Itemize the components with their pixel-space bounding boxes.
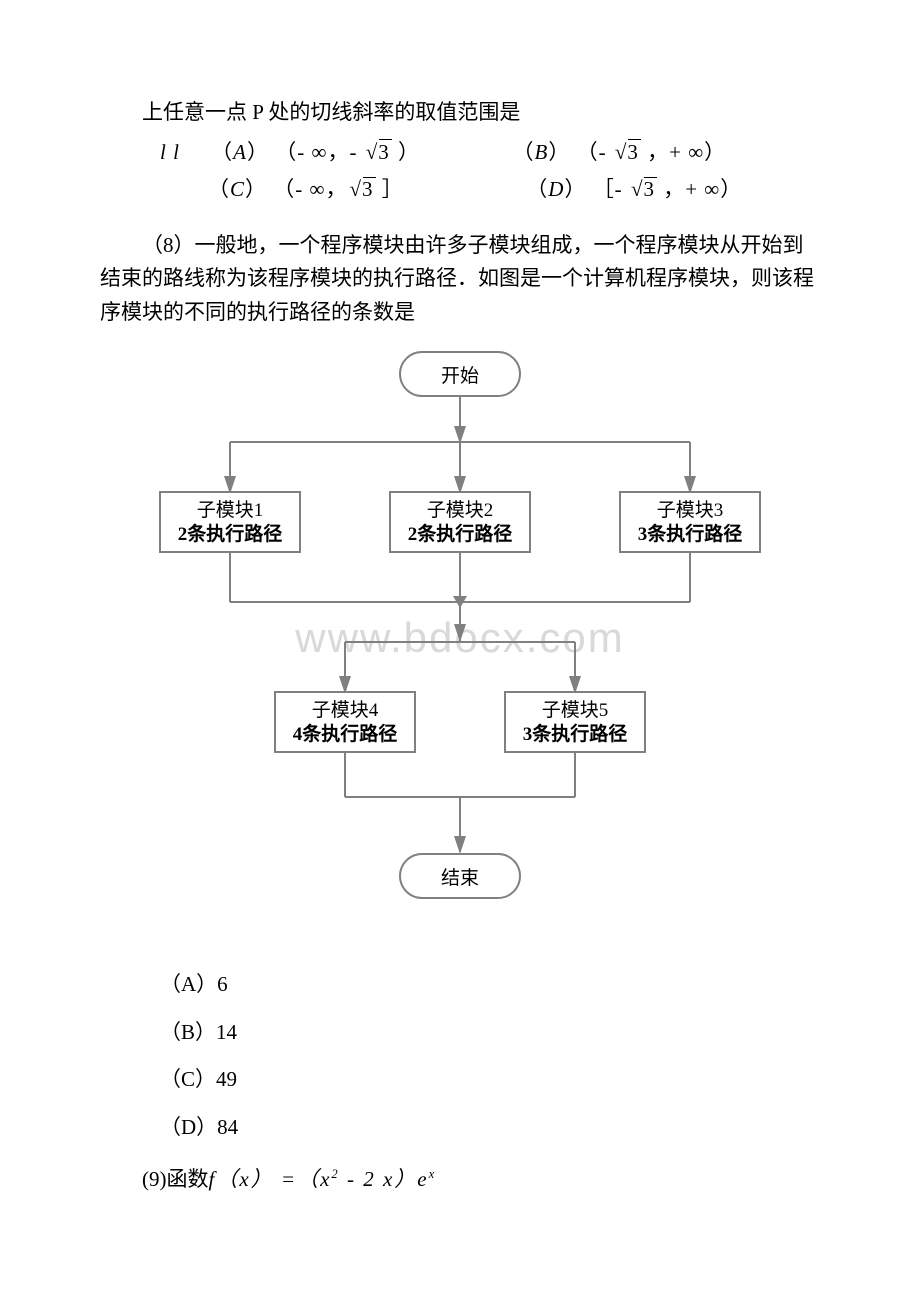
q7-optC-pre: （- ∞， xyxy=(273,177,347,201)
end-label: 结束 xyxy=(441,867,479,889)
q7-optC-post: ］ xyxy=(376,177,404,201)
q9-mid: - 2 x）e xyxy=(340,1167,429,1191)
q7-options-row2: （C） （- ∞，√3 ］ （D） ［- √3 ，+ ∞） xyxy=(208,173,820,207)
q8-answer-D: （D）84 xyxy=(160,1111,820,1145)
q7-optD-pre: ［- xyxy=(593,177,629,201)
q7-optA-post: ） xyxy=(392,140,420,164)
sqrt-icon: √3 xyxy=(364,136,392,170)
document-page: 上任意一点 P 处的切线斜率的取值范围是 l l （A） （- ∞，- √3 ）… xyxy=(0,0,920,1256)
flowchart-svg: www.bdocx.com 开始 子模块1 2条执行路径 子模块2 2条执行路径… xyxy=(140,342,780,932)
module4-title: 子模块4 xyxy=(312,699,379,721)
q7-optD-sqrt: 3 xyxy=(643,177,655,201)
q7-optD-label: D xyxy=(548,177,564,201)
q8-answer-B: （B）14 xyxy=(160,1016,820,1050)
module3-sub: 3条执行路径 xyxy=(638,522,743,545)
module5-title: 子模块5 xyxy=(542,699,609,721)
module2-sub: 2条执行路径 xyxy=(408,522,513,545)
sqrt-icon: √3 xyxy=(629,173,657,207)
q8-answer-C: （C）49 xyxy=(160,1063,820,1097)
q7-optC-label: C xyxy=(230,177,245,201)
module5-sub: 3条执行路径 xyxy=(523,722,628,745)
q7-optB-sqrt: 3 xyxy=(627,140,639,164)
q7-optB-pre: （- xyxy=(577,140,613,164)
q7-optA-sqrt: 3 xyxy=(378,140,390,164)
q9-line: (9)函数f（x） =（x2 - 2 x）ex xyxy=(142,1163,820,1197)
module4-sub: 4条执行路径 xyxy=(293,722,398,745)
sqrt-icon: √3 xyxy=(347,173,375,207)
q7-optB-post: ，+ ∞） xyxy=(641,140,726,164)
q8-answers: （A）6 （B）14 （C）49 （D）84 xyxy=(160,968,820,1144)
module1-title: 子模块1 xyxy=(197,499,264,521)
sqrt-icon: √3 xyxy=(613,136,641,170)
q7-optC-sqrt: 3 xyxy=(362,177,374,201)
start-label: 开始 xyxy=(441,365,479,387)
module3-title: 子模块3 xyxy=(657,499,724,521)
q9-fx1: f（x） =（x xyxy=(209,1167,332,1191)
q7-intro: 上任意一点 P 处的切线斜率的取值范围是 xyxy=(100,96,820,130)
q7-optA-pre: （- ∞，- xyxy=(275,140,363,164)
q7-prefix: l l xyxy=(160,140,180,164)
q9-prefix: (9)函数 xyxy=(142,1167,209,1191)
q9-supx: x xyxy=(429,1167,437,1181)
q7-optB-label: B xyxy=(535,140,549,164)
q7-optD-post: ，+ ∞） xyxy=(657,177,742,201)
module2-title: 子模块2 xyxy=(427,499,494,521)
flowchart: www.bdocx.com 开始 子模块1 2条执行路径 子模块2 2条执行路径… xyxy=(140,342,780,943)
q9-fx: f（x） =（x2 - 2 x）ex xyxy=(209,1167,437,1191)
q7-optA-label: A xyxy=(233,140,247,164)
q9-sup2: 2 xyxy=(331,1167,339,1181)
module1-sub: 2条执行路径 xyxy=(178,522,283,545)
q8-text: （8）一般地，一个程序模块由许多子模块组成，一个程序模块从开始到结束的路线称为该… xyxy=(100,229,820,330)
q7-options-row1: l l （A） （- ∞，- √3 ） （B） （- √3 ，+ ∞） xyxy=(160,136,820,170)
q8-answer-A: （A）6 xyxy=(160,968,820,1002)
